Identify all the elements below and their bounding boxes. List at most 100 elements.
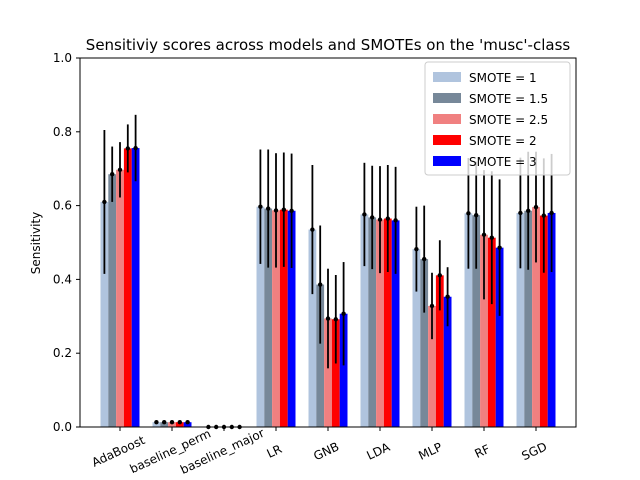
mean-marker (110, 172, 115, 177)
legend-swatch (433, 93, 461, 103)
mean-marker (177, 420, 182, 425)
mean-marker (281, 207, 286, 212)
y-tick-label: 0.6 (53, 199, 72, 213)
bar (116, 169, 124, 427)
mean-marker (258, 204, 263, 209)
bar (108, 174, 117, 427)
bar (368, 217, 377, 427)
y-tick-label: 0.0 (53, 420, 72, 434)
bar (152, 422, 161, 427)
bar (287, 210, 296, 427)
mean-marker (414, 246, 419, 252)
legend-entry: SMOTE = 2.5 (469, 113, 548, 127)
mean-marker (497, 245, 502, 250)
bar (435, 275, 444, 427)
mean-marker (526, 208, 531, 213)
bar (339, 313, 348, 427)
bar (264, 208, 273, 427)
mean-marker (102, 199, 107, 205)
legend-entry: SMOTE = 3 (469, 155, 537, 169)
legend-swatch (433, 72, 461, 82)
bar (256, 206, 265, 427)
mean-marker (273, 208, 279, 213)
mean-marker (370, 215, 375, 220)
bar (547, 212, 556, 427)
bar (443, 296, 452, 427)
bar (183, 422, 192, 427)
bar (160, 422, 169, 427)
bar (539, 215, 548, 427)
legend-box (424, 61, 571, 176)
mean-marker (333, 317, 338, 322)
bar (360, 214, 369, 427)
mean-marker (377, 217, 383, 222)
mean-marker (362, 212, 367, 217)
mean-marker (318, 282, 323, 287)
legend-entry: SMOTE = 1 (469, 71, 537, 85)
bar (175, 422, 184, 427)
mean-marker (162, 420, 167, 425)
bar (131, 148, 140, 428)
y-axis-label: Sensitivity (29, 212, 43, 274)
mean-marker (437, 273, 442, 278)
bar (524, 210, 533, 427)
mean-marker (466, 211, 471, 216)
mean-marker (341, 311, 346, 316)
x-tick-label: RF (472, 442, 492, 461)
mean-marker (133, 145, 138, 151)
mean-marker (393, 218, 398, 223)
bar (308, 229, 317, 427)
bar (100, 201, 109, 427)
mean-marker (154, 420, 159, 425)
mean-marker (325, 316, 331, 321)
legend-swatch (433, 114, 461, 124)
mean-marker (429, 303, 435, 309)
legend: SMOTE = 1 SMOTE = 1.5 SMOTE = 2.5 SMOTE = 2… (424, 61, 571, 176)
bar (464, 213, 473, 427)
mean-marker (125, 146, 130, 151)
bar (331, 319, 340, 427)
bar (472, 215, 481, 427)
bar (279, 209, 288, 427)
bar (487, 237, 496, 427)
chart-title: Sensitiviy scores across models and SMOT… (86, 36, 571, 54)
mean-marker (169, 420, 175, 425)
bar (420, 259, 429, 427)
bar (391, 220, 400, 427)
bar (376, 219, 384, 427)
bar (316, 284, 325, 427)
mean-marker (541, 213, 546, 218)
legend-swatch (433, 135, 461, 145)
mean-marker (310, 227, 315, 232)
bar (412, 249, 421, 427)
mean-marker (385, 216, 390, 221)
plot-area: 0.00.20.40.60.81.0AdaBoostbaseline_permb… (53, 51, 577, 477)
bar (272, 210, 280, 427)
bar (516, 212, 525, 427)
mean-marker (549, 210, 554, 216)
mean-marker (518, 210, 523, 216)
mean-marker (185, 420, 190, 425)
legend-swatch (433, 156, 461, 166)
mean-marker (117, 167, 123, 173)
y-tick-label: 0.4 (53, 272, 72, 286)
y-tick-label: 1.0 (53, 51, 72, 65)
y-tick-label: 0.2 (53, 346, 72, 360)
mean-marker (489, 235, 494, 240)
bar (495, 247, 504, 427)
x-tick-label: LR (265, 442, 285, 461)
bar (532, 207, 540, 427)
mean-marker (481, 232, 487, 237)
bar (123, 148, 132, 427)
bar (383, 218, 392, 427)
mean-marker (266, 206, 271, 211)
legend-entry: SMOTE = 2 (469, 134, 537, 148)
mean-marker (289, 208, 294, 213)
mean-marker (533, 204, 539, 210)
bar (324, 318, 332, 427)
bar (480, 234, 488, 427)
mean-marker (474, 212, 479, 218)
y-tick-label: 0.8 (53, 125, 72, 139)
bar (168, 422, 176, 427)
